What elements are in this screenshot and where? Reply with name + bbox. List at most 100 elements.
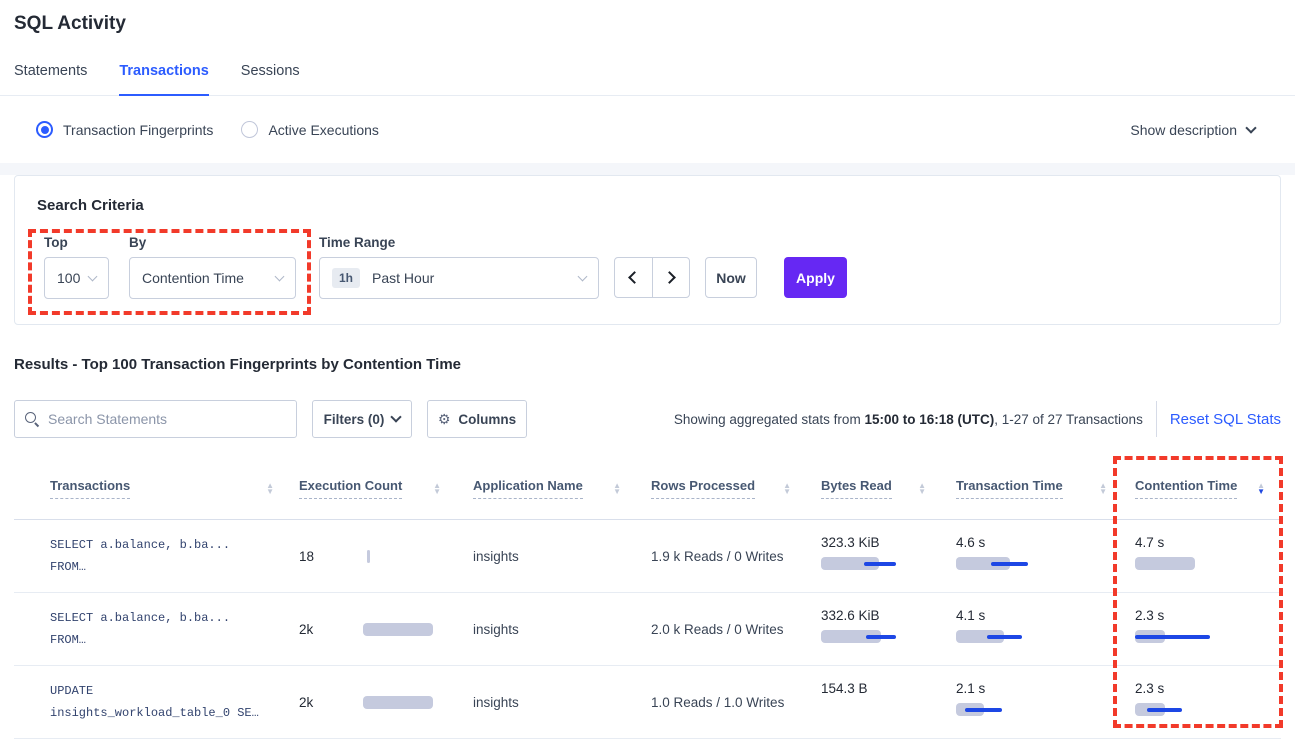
bytes-read-bar	[821, 557, 903, 570]
radio-unselected-icon[interactable]	[241, 121, 259, 138]
view-toggle-row: Transaction Fingerprints Active Executio…	[0, 96, 1295, 163]
sort-icon[interactable]: ▲ ▼	[613, 480, 621, 496]
top-select[interactable]: 100	[44, 257, 109, 299]
search-criteria-card: Search Criteria Top 100 By Contention Ti…	[14, 175, 1281, 325]
transaction-time-bar	[956, 630, 1038, 643]
table-row: SELECT a.balance, b.ba... FROM… 2k insigh…	[14, 593, 1281, 666]
contention-time-bar	[1135, 630, 1217, 643]
transaction-fingerprint-link[interactable]: UPDATE insights_workload_table_0 SE…	[50, 683, 259, 720]
time-range-value: Past Hour	[372, 270, 435, 286]
by-field-group: By Contention Time	[129, 235, 296, 299]
bytes-read-cell: 332.6 KiB	[807, 593, 942, 665]
header-bytes-read[interactable]: Bytes Read ▲ ▼	[807, 478, 942, 499]
transaction-fingerprint-link[interactable]: SELECT a.balance, b.ba... FROM…	[50, 610, 231, 647]
header-execution-count[interactable]: Execution Count ▲ ▼	[290, 478, 457, 499]
table-header-row: Transactions ▲ ▼ Execution Count ▲ ▼ Appli…	[14, 458, 1281, 520]
execution-count-bar	[363, 549, 445, 563]
execution-count-cell: 18	[290, 520, 457, 592]
application-name-cell: insights	[473, 548, 519, 564]
radio-transaction-fingerprints[interactable]: Transaction Fingerprints	[36, 121, 213, 138]
execution-count-cell: 2k	[290, 593, 457, 665]
header-contention-time[interactable]: Contention Time ▲ ▼	[1123, 478, 1281, 499]
sort-icon[interactable]: ▲ ▼	[266, 480, 274, 496]
sort-icon[interactable]: ▲ ▼	[783, 480, 791, 496]
columns-button[interactable]: ⚙ Columns	[427, 400, 527, 438]
time-prev-button[interactable]	[615, 258, 652, 297]
header-transaction-time[interactable]: Transaction Time ▲ ▼	[942, 478, 1123, 499]
execution-count-bar	[363, 622, 445, 636]
chevron-left-icon	[628, 271, 642, 284]
time-range-field-group: Time Range 1h Past Hour	[319, 235, 599, 299]
now-button[interactable]: Now	[705, 257, 757, 298]
transaction-time-bar	[956, 703, 1038, 716]
view-mode-radio-group: Transaction Fingerprints Active Executio…	[36, 121, 379, 138]
radio-active-executions-label: Active Executions	[268, 121, 379, 138]
top-field-group: Top 100	[44, 235, 109, 299]
transaction-time-bar	[956, 557, 1038, 570]
radio-selected-icon[interactable]	[36, 121, 53, 138]
search-statements-box[interactable]	[14, 400, 297, 438]
contention-time-bar	[1135, 557, 1217, 570]
top-field-label: Top	[44, 235, 68, 250]
chevron-down-icon	[87, 271, 98, 282]
chevron-down-icon	[274, 271, 285, 282]
application-name-cell: insights	[473, 621, 519, 637]
rows-processed-cell: 1.9 k Reads / 0 Writes	[651, 548, 784, 564]
search-criteria-title: Search Criteria	[37, 197, 144, 214]
chevron-down-icon	[577, 271, 588, 282]
tab-transactions[interactable]: Transactions	[119, 63, 209, 96]
header-transactions[interactable]: Transactions ▲ ▼	[14, 478, 290, 499]
contention-time-cell: 2.3 s	[1123, 666, 1281, 738]
sort-icon-active-desc[interactable]: ▲ ▼	[1257, 480, 1265, 496]
bytes-read-bar	[821, 703, 903, 716]
show-description-label: Show description	[1130, 121, 1237, 138]
sort-icon[interactable]: ▲ ▼	[1099, 480, 1107, 496]
contention-time-bar	[1135, 703, 1217, 716]
table-row: UPDATE insights_workload_table_0 SE… 2k i…	[14, 666, 1281, 739]
columns-button-label: Columns	[458, 411, 517, 427]
top-select-value: 100	[57, 270, 81, 286]
transaction-fingerprint-link[interactable]: SELECT a.balance, b.ba... FROM…	[50, 537, 231, 574]
sort-icon[interactable]: ▲ ▼	[433, 480, 441, 496]
apply-button[interactable]: Apply	[784, 257, 847, 298]
time-range-label: Time Range	[319, 235, 396, 250]
search-statements-input[interactable]	[48, 411, 286, 427]
by-select[interactable]: Contention Time	[129, 257, 296, 299]
transaction-time-cell: 4.1 s	[942, 593, 1123, 665]
stats-cluster: Showing aggregated stats from 15:00 to 1…	[674, 400, 1281, 438]
execution-count-bar	[363, 695, 445, 709]
filters-button-label: Filters (0)	[323, 411, 385, 427]
show-description-toggle[interactable]: Show description	[1130, 121, 1257, 138]
page-title: SQL Activity	[14, 13, 126, 34]
transactions-table: Transactions ▲ ▼ Execution Count ▲ ▼ Appli…	[14, 458, 1281, 739]
gear-icon: ⚙	[437, 410, 451, 427]
transaction-time-cell: 2.1 s	[942, 666, 1123, 738]
rows-processed-cell: 2.0 k Reads / 0 Writes	[651, 621, 784, 637]
bytes-read-bar	[821, 630, 903, 643]
reset-sql-stats-link[interactable]: Reset SQL Stats	[1169, 410, 1281, 428]
by-select-value: Contention Time	[142, 270, 244, 286]
chevron-down-icon	[390, 411, 403, 423]
bytes-read-cell: 323.3 KiB	[807, 520, 942, 592]
tab-statements[interactable]: Statements	[14, 63, 88, 79]
time-range-badge: 1h	[332, 268, 361, 288]
contention-time-cell: 2.3 s	[1123, 593, 1281, 665]
chevron-down-icon	[1245, 121, 1257, 134]
radio-active-executions[interactable]: Active Executions	[241, 121, 379, 138]
header-application-name[interactable]: Application Name ▲ ▼	[457, 478, 637, 499]
results-controls-row: Filters (0) ⚙ Columns Showing aggregated…	[14, 400, 1281, 438]
header-rows-processed[interactable]: Rows Processed ▲ ▼	[637, 478, 807, 499]
results-heading: Results - Top 100 Transaction Fingerprin…	[14, 356, 462, 373]
tab-bar-divider	[0, 95, 1295, 96]
transaction-time-cell: 4.6 s	[942, 520, 1123, 592]
filters-button[interactable]: Filters (0)	[312, 400, 412, 438]
by-field-label: By	[129, 235, 147, 250]
tab-sessions[interactable]: Sessions	[240, 63, 300, 79]
sort-icon[interactable]: ▲ ▼	[918, 480, 926, 496]
time-next-button[interactable]	[651, 258, 690, 297]
chevron-right-icon	[662, 271, 676, 284]
time-nav-buttons	[614, 257, 690, 298]
time-range-select[interactable]: 1h Past Hour	[319, 257, 599, 299]
aggregated-stats-text: Showing aggregated stats from 15:00 to 1…	[673, 411, 1143, 427]
